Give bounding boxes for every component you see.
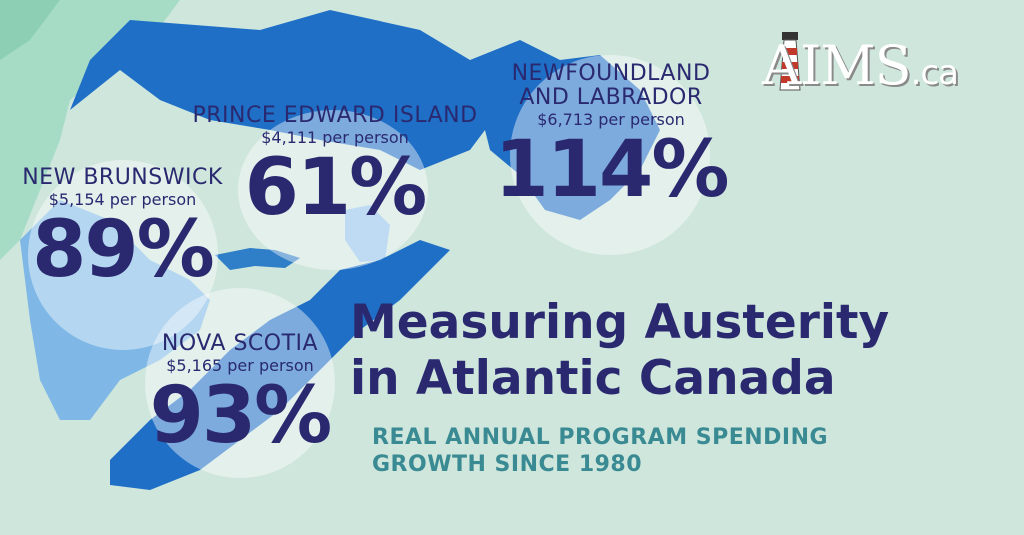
main-title: Measuring Austerity in Atlantic Canada (350, 295, 889, 407)
aims-logo: AIMS.ca (762, 30, 1007, 100)
province-name: NOVA SCOTIA (161, 331, 319, 356)
growth-percent: 89% (32, 205, 215, 295)
per-person-value: $6,713 per person (537, 110, 685, 129)
province-name: NEW BRUNSWICK (22, 165, 223, 190)
growth-percent: 61% (244, 143, 428, 233)
new-brunswick-bubble (28, 160, 218, 350)
gulf-shape (70, 10, 500, 170)
pei-shape (215, 248, 300, 270)
growth-percent: 114% (494, 125, 730, 215)
new-brunswick-label: NEW BRUNSWICK $5,154 per person 89% (0, 165, 245, 295)
province-name-line2: AND LABRADOR (519, 85, 703, 110)
mainland-shape (0, 0, 180, 260)
subtitle-line-2: GROWTH SINCE 1980 (372, 452, 643, 477)
nova-scotia-bubble (145, 288, 335, 478)
province-name-line1: NEWFOUNDLAND (511, 61, 711, 86)
title-line-2: in Atlantic Canada (350, 351, 836, 406)
newfoundland-bubble (510, 55, 710, 255)
logo-text: AIMS.ca (762, 34, 959, 97)
newfoundland-shape (470, 40, 660, 220)
nova-scotia-shape (110, 240, 450, 490)
pei-bubble (238, 110, 428, 270)
lighthouse-icon (779, 32, 801, 91)
nova-scotia-label: NOVA SCOTIA $5,165 per person 93% (140, 331, 340, 461)
per-person-value: $5,165 per person (166, 356, 314, 375)
subtitle: REAL ANNUAL PROGRAM SPENDING GROWTH SINC… (372, 424, 828, 478)
province-name: PRINCE EDWARD ISLAND (192, 103, 478, 128)
pei-label: PRINCE EDWARD ISLAND $4,111 per person 6… (176, 103, 494, 233)
subtitle-line-1: REAL ANNUAL PROGRAM SPENDING (372, 425, 829, 450)
growth-percent: 93% (149, 371, 333, 461)
logo-suffix: .ca (910, 53, 959, 93)
per-person-value: $4,111 per person (261, 128, 409, 147)
logo-name: AIMS (762, 34, 912, 97)
per-person-value: $5,154 per person (48, 190, 197, 209)
cape-breton-shape (345, 205, 390, 262)
newfoundland-label: NEWFOUNDLAND AND LABRADOR $6,713 per per… (494, 61, 730, 215)
title-line-1: Measuring Austerity (350, 295, 890, 350)
new-brunswick-shape (20, 200, 210, 420)
mainland-shape-2 (0, 0, 60, 60)
